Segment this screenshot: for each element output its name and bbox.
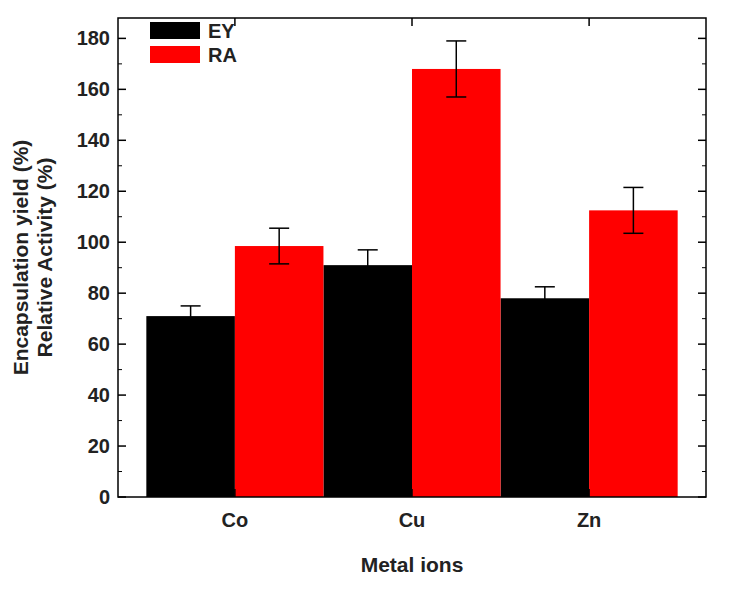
error-bar (623, 187, 643, 233)
error-cap (535, 286, 555, 288)
y-tick-right (698, 38, 706, 40)
error-cap (446, 96, 466, 98)
y-minor-tick (118, 420, 122, 421)
y-tick-right (698, 140, 706, 142)
legend-label: RA (208, 44, 237, 66)
y-tick-label: 140 (77, 129, 110, 151)
error-stem (544, 287, 546, 310)
y-tick (118, 140, 126, 142)
error-bar (535, 287, 555, 310)
error-bar (181, 306, 201, 326)
y-tick-label: 40 (88, 384, 110, 406)
bars (146, 41, 677, 497)
chart: 0 20 40 60 80 100 120 140 160 180 Co Cu Zn Metal ions… (0, 0, 754, 595)
y-minor-tick (118, 165, 122, 166)
error-cap (181, 326, 201, 328)
y-tick-label: 160 (77, 78, 110, 100)
y-minor-tick (702, 216, 706, 217)
y-tick (118, 496, 126, 498)
y-tick (118, 292, 126, 294)
y-tick-right (698, 292, 706, 294)
error-cap (623, 233, 643, 235)
y-minor-tick (702, 165, 706, 166)
x-tick-label: Cu (399, 509, 426, 531)
y-minor-tick (118, 267, 122, 268)
y-tick-right (698, 191, 706, 193)
error-cap (181, 305, 201, 307)
bar (323, 265, 412, 497)
y-tick-label: 20 (88, 435, 110, 457)
error-stem (190, 306, 192, 326)
y-tick-label: 0 (99, 486, 110, 508)
error-cap (358, 280, 378, 282)
x-axis-label: Metal ions (361, 553, 464, 576)
x-tick-top (411, 18, 413, 26)
y-tick-label: 180 (77, 27, 110, 49)
legend-label: EY (208, 20, 235, 42)
y-tick-right (698, 445, 706, 447)
legend-swatch (150, 46, 200, 63)
bar (589, 210, 678, 497)
error-cap (269, 227, 289, 229)
error-bar (358, 250, 378, 281)
bar (235, 246, 324, 497)
plot-frame (118, 18, 706, 497)
error-cap (535, 309, 555, 311)
y-minor-tick (118, 369, 122, 370)
legend-swatch (150, 22, 200, 39)
y-tick-label: 80 (88, 282, 110, 304)
y-tick-right (698, 496, 706, 498)
legend: EYRA (150, 20, 237, 66)
y-axis-label: Encapsulation yield (%) (9, 140, 32, 376)
y-tick-label: 120 (77, 180, 110, 202)
error-stem (456, 41, 458, 97)
y-tick-right (698, 241, 706, 243)
y-tick-right (698, 343, 706, 345)
y-minor-tick (118, 318, 122, 319)
x-tick (411, 489, 413, 497)
error-cap (358, 249, 378, 251)
y-tick (118, 343, 126, 345)
error-bar (269, 228, 289, 264)
y-tick (118, 89, 126, 91)
error-stem (278, 228, 280, 264)
error-cap (269, 263, 289, 265)
y-tick-right (698, 89, 706, 91)
y-minor-tick (702, 369, 706, 370)
y-minor-tick (702, 471, 706, 472)
error-bar (446, 41, 466, 97)
y-minor-tick (702, 318, 706, 319)
y-minor-tick (702, 63, 706, 64)
y-minor-tick (702, 420, 706, 421)
bar (146, 316, 235, 497)
y-tick-label: 60 (88, 333, 110, 355)
y-tick-label: 100 (77, 231, 110, 253)
y-axis-label: Relative Activity (%) (33, 158, 56, 358)
x-tick (588, 489, 590, 497)
error-stem (633, 187, 635, 233)
bar (412, 69, 501, 497)
y-minor-tick (702, 114, 706, 115)
x-tick-label: Zn (577, 509, 601, 531)
y-minor-tick (118, 63, 122, 64)
y-minor-tick (118, 114, 122, 115)
y-tick (118, 38, 126, 40)
error-stem (367, 250, 369, 281)
error-cap (446, 40, 466, 42)
x-tick-top (588, 18, 590, 26)
y-tick (118, 394, 126, 396)
y-tick (118, 445, 126, 447)
y-minor-tick (702, 267, 706, 268)
y-tick (118, 191, 126, 193)
error-cap (623, 187, 643, 189)
y-tick (118, 241, 126, 243)
y-minor-tick (118, 216, 122, 217)
y-minor-tick (118, 471, 122, 472)
x-tick-label: Co (222, 509, 249, 531)
x-tick (234, 489, 236, 497)
y-tick-right (698, 394, 706, 396)
bar (501, 298, 590, 497)
